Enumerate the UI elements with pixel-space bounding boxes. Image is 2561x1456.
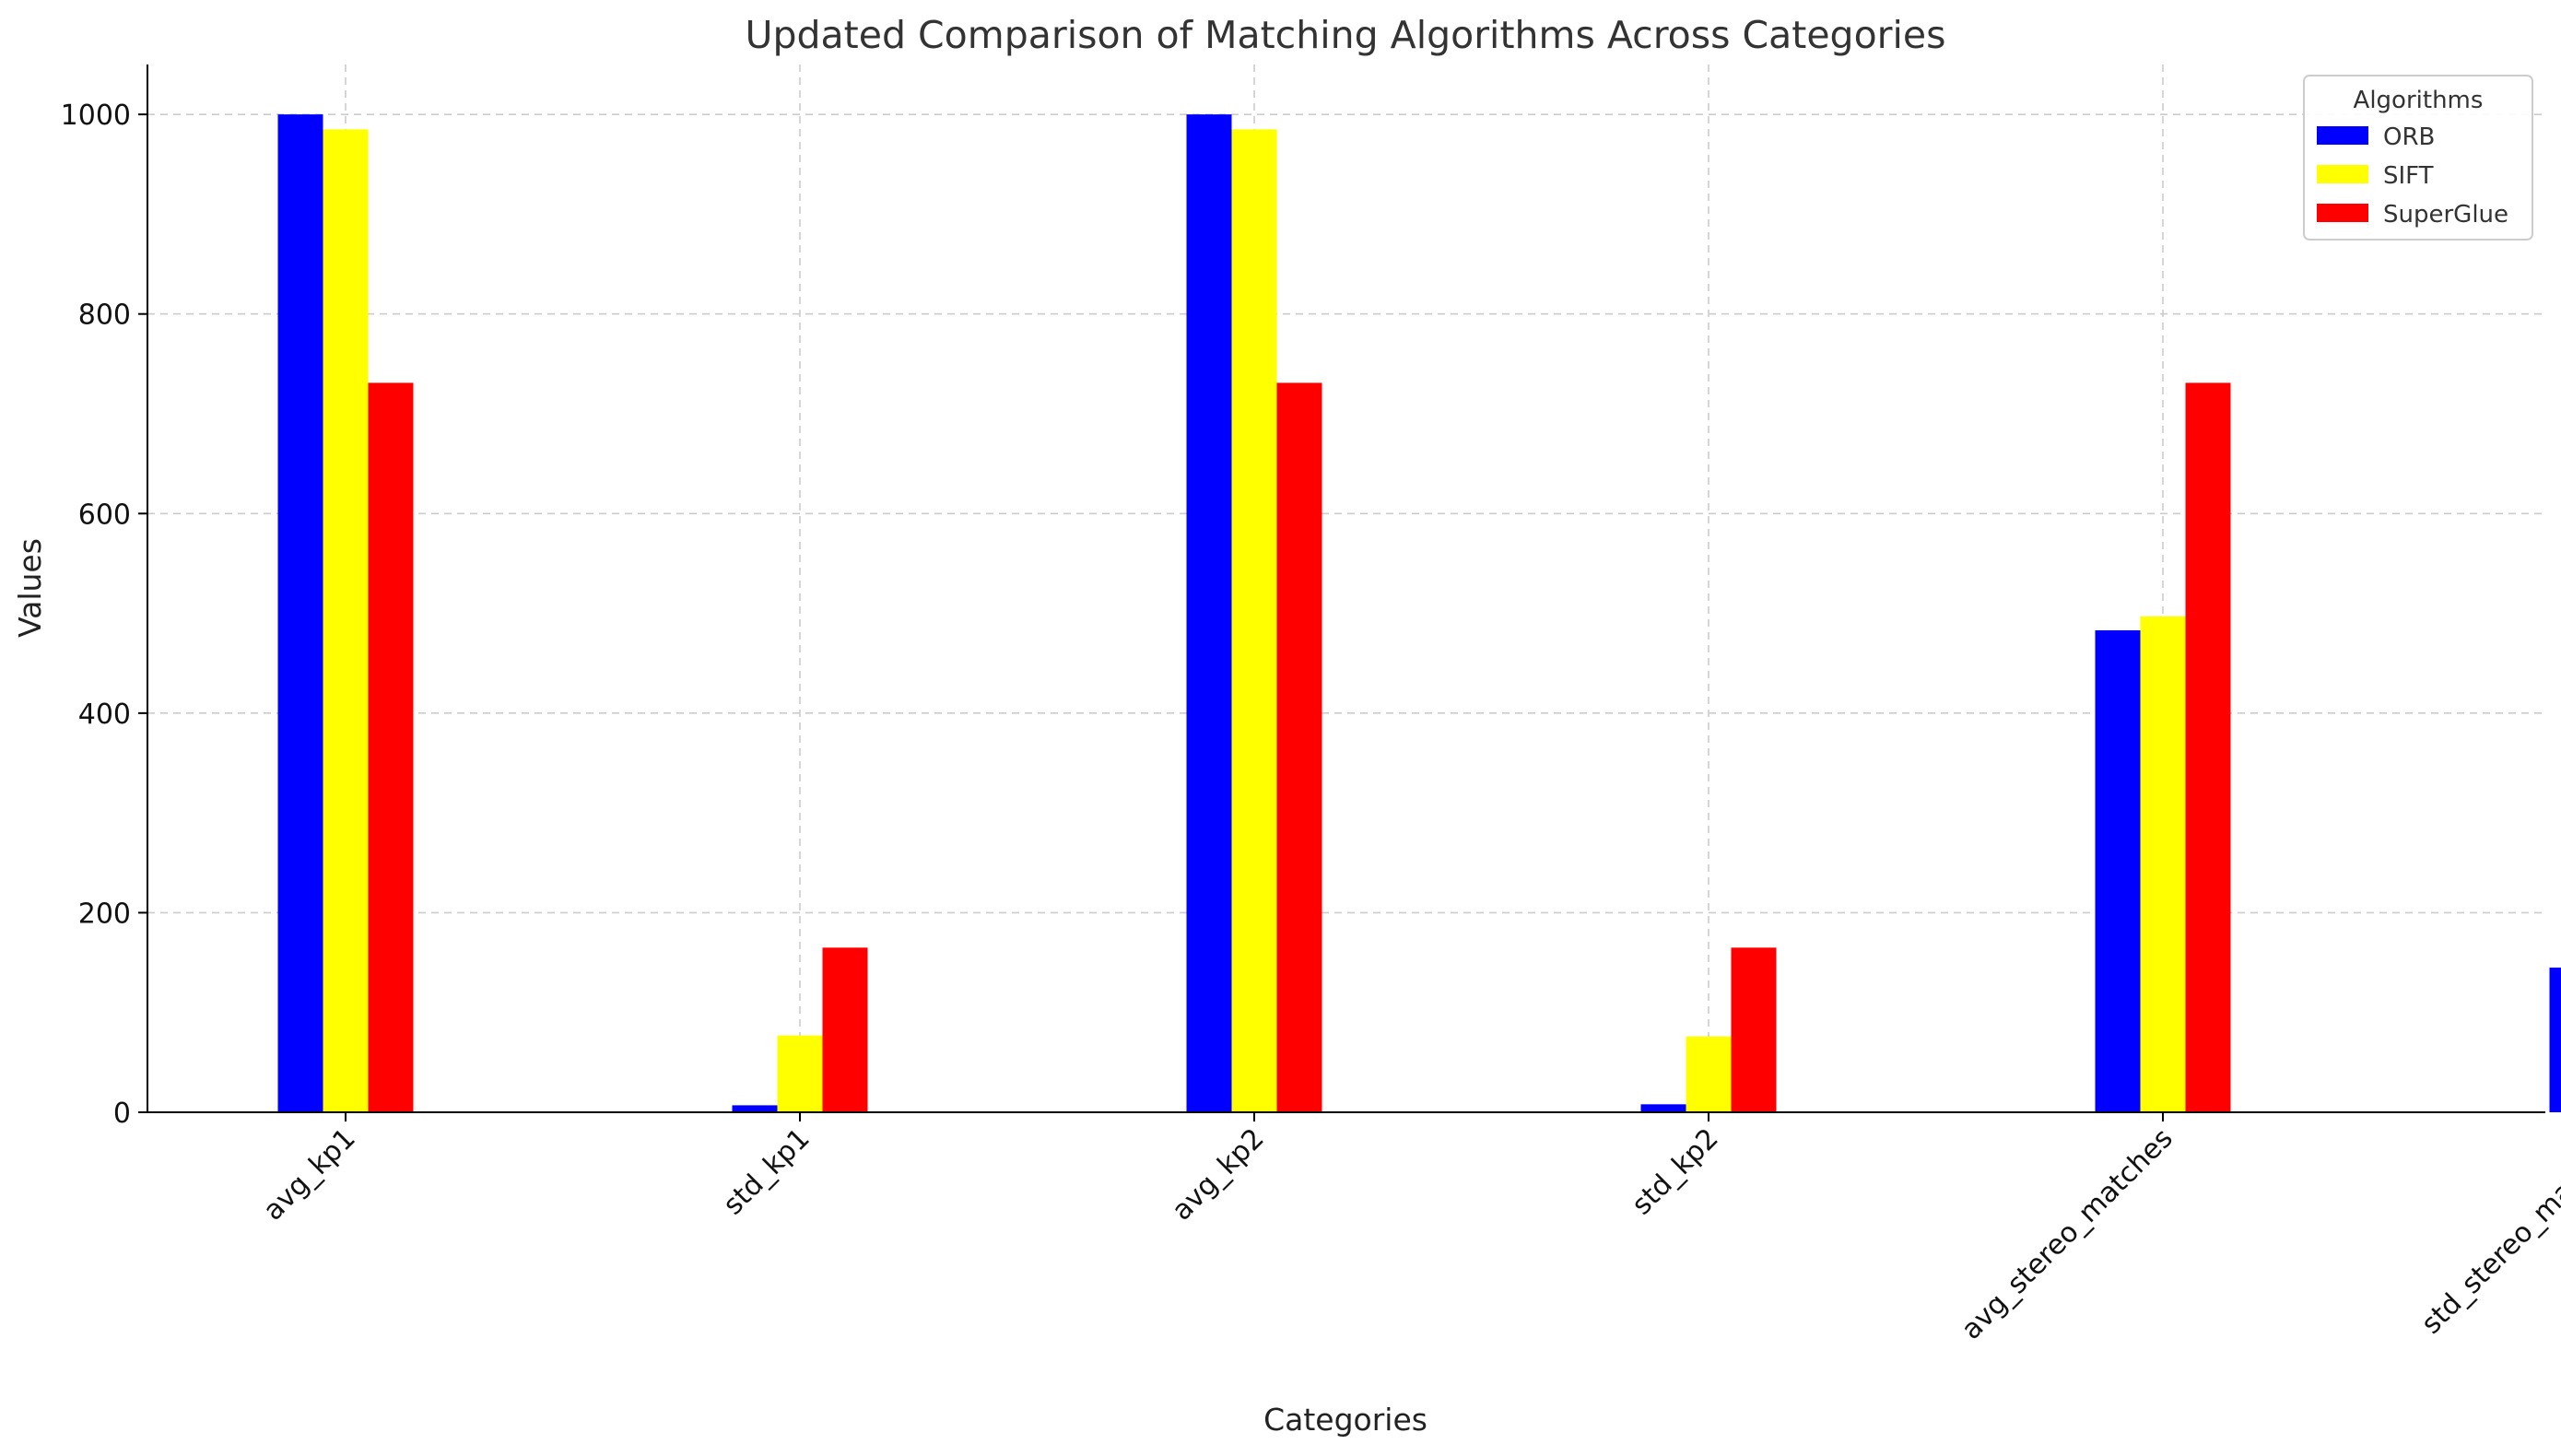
- legend-swatch-superglue: [2317, 204, 2368, 222]
- legend-label-superglue: SuperGlue: [2383, 201, 2508, 229]
- chart-title: Updated Comparison of Matching Algorithm…: [746, 13, 1946, 57]
- x-tick-label: std_kp2: [1626, 1122, 1724, 1221]
- bar-superglue-std-kp1: [822, 947, 868, 1112]
- y-ticks: 0 200 400 600 800 1000: [61, 100, 147, 1130]
- x-tick-label: avg_kp2: [1166, 1122, 1271, 1227]
- x-axis-label: Categories: [1263, 1402, 1427, 1438]
- y-tick-label: 600: [78, 499, 131, 531]
- bar-superglue-avg-kp1: [368, 382, 414, 1113]
- legend: Algorithms ORB SIFT SuperGlue: [2303, 75, 2533, 241]
- legend-label-sift: SIFT: [2383, 162, 2434, 190]
- bar-orb-std-kp1: [732, 1105, 778, 1112]
- bar-sift-avg-kp1: [323, 129, 369, 1112]
- bar-sift-avg-kp2: [1231, 129, 1277, 1112]
- bar-orb-avg-kp2: [1186, 114, 1232, 1113]
- x-ticks: avg_kp1 std_kp1 avg_kp2 std_kp2 avg_stereo_m…: [257, 1112, 2561, 1346]
- x-tick-label: std_kp1: [717, 1122, 816, 1221]
- y-tick-label: 200: [78, 898, 131, 930]
- legend-title: Algorithms: [2354, 87, 2484, 114]
- x-tick-label: avg_kp1: [257, 1122, 362, 1227]
- y-axis-label: Values: [12, 538, 48, 638]
- axes: [147, 65, 2545, 1113]
- bar-superglue-avg-stereo-matches: [2185, 382, 2231, 1113]
- legend-swatch-sift: [2317, 165, 2368, 183]
- bar-sift-avg-stereo-matches: [2140, 616, 2186, 1112]
- x-tick-label: std_stereo_matches: [2415, 1122, 2561, 1341]
- bar-sift-std-kp1: [777, 1035, 823, 1112]
- bar-orb-avg-stereo-matches: [2095, 629, 2141, 1112]
- x-tick-label: avg_stereo_matches: [1956, 1122, 2179, 1346]
- bar-orb-std-stereo-matches: [2549, 967, 2561, 1112]
- bar-orb-avg-kp1: [277, 114, 323, 1113]
- y-tick-label: 800: [78, 299, 131, 332]
- bars-group: [277, 114, 2561, 1113]
- legend-items: ORB SIFT SuperGlue: [2317, 123, 2508, 229]
- bar-superglue-avg-kp2: [1276, 382, 1322, 1113]
- legend-label-orb: ORB: [2383, 123, 2435, 151]
- y-tick-label: 400: [78, 699, 131, 731]
- bar-superglue-std-kp2: [1731, 947, 1777, 1112]
- legend-swatch-orb: [2317, 126, 2368, 145]
- legend-box: [2303, 75, 2533, 241]
- bar-sift-std-kp2: [1686, 1036, 1732, 1112]
- y-tick-label: 1000: [61, 100, 131, 132]
- bar-orb-std-kp2: [1640, 1104, 1686, 1112]
- y-tick-label: 0: [113, 1098, 131, 1130]
